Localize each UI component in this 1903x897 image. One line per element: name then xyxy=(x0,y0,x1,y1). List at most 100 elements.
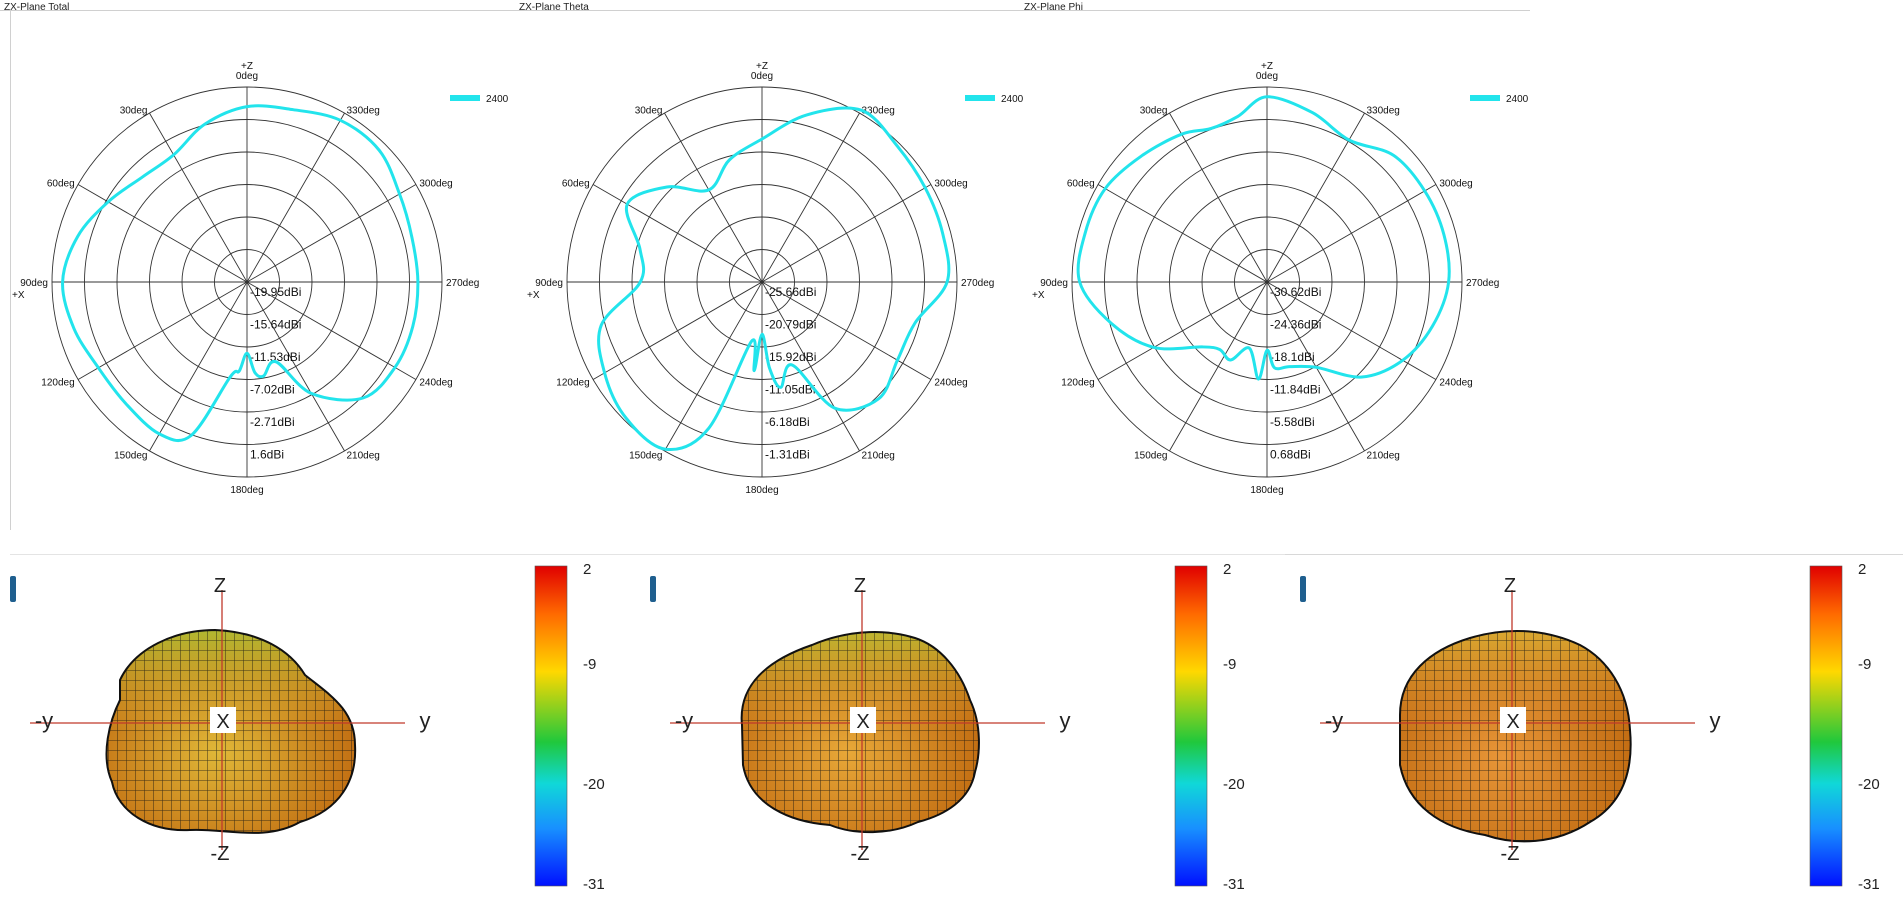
legend-swatch xyxy=(450,95,480,101)
panel-marker-icon xyxy=(10,576,16,602)
angle-label: 180deg xyxy=(230,485,263,496)
axis-label-neg-y: -y xyxy=(35,708,53,733)
angle-label: 210deg xyxy=(1367,450,1400,461)
ring-label: -30.62dBi xyxy=(1270,285,1321,299)
angle-label: 300deg xyxy=(419,179,452,190)
legend-label: 2400 xyxy=(486,94,509,105)
panel-marker-icon xyxy=(1300,576,1306,602)
panel-marker-icon xyxy=(650,576,656,602)
series-line-2400 xyxy=(1076,95,1451,381)
series-line-2400 xyxy=(61,104,420,443)
ring-label: -24.36dBi xyxy=(1270,318,1321,332)
angle-label: 30deg xyxy=(1140,106,1168,117)
legend: 2400 xyxy=(450,94,509,105)
pattern-grid xyxy=(741,632,979,833)
ring-label: -7.02dBi xyxy=(250,383,295,397)
polar-spoke xyxy=(1169,112,1365,452)
ring-label: -11.53dBi xyxy=(250,350,300,364)
colorbar-tick-label: -31 xyxy=(1858,876,1880,893)
colorbar-tick-label: -9 xyxy=(583,656,596,673)
colorbar-tick-label: -31 xyxy=(583,876,605,893)
colorbar-tick-label: -31 xyxy=(1223,876,1245,893)
axis-label-x: X xyxy=(216,711,229,733)
axis-label-z: Z xyxy=(854,575,866,597)
angle-label: 90deg xyxy=(535,278,563,289)
colorbar-tick-label: 2 xyxy=(1858,561,1866,578)
colorbar-tick-label: -20 xyxy=(1223,776,1245,793)
pattern-mesh xyxy=(1400,630,1631,842)
angle-label: 180deg xyxy=(745,485,778,496)
polar-grid: 0deg 330deg 300deg 270deg 240deg 210deg 180deg… xyxy=(12,61,479,496)
polar-panel-total: ZX-Plane Total 0deg 330deg 300deg 270deg 240… xyxy=(0,0,512,540)
ring-label: -2.71dBi xyxy=(250,415,295,429)
angle-label: 90deg xyxy=(1040,278,1068,289)
polar-spoke xyxy=(149,112,345,452)
colorbar xyxy=(1809,565,1843,887)
axis-label-left: +X xyxy=(527,290,540,301)
axis-label-neg-z: -Z xyxy=(1501,843,1520,865)
polar-title: ZX-Plane Total xyxy=(4,2,70,13)
colorbar xyxy=(534,565,568,887)
section-divider-right xyxy=(1285,554,1903,555)
angle-label: 240deg xyxy=(419,378,452,389)
polar-chart-phi: 0deg 330deg 300deg 270deg 240deg 210deg 180deg… xyxy=(1032,61,1529,496)
polar-chart-total: 0deg 330deg 300deg 270deg 240deg 210deg 180deg… xyxy=(12,61,509,496)
x-axis-box xyxy=(850,707,876,733)
legend-swatch xyxy=(1470,95,1500,101)
angle-label: 300deg xyxy=(1439,179,1472,190)
angle-label: 270deg xyxy=(446,278,479,289)
angle-label: 150deg xyxy=(114,450,147,461)
polar-panel-theta: ZX-Plane Theta 0deg 330deg 300deg 270deg 240… xyxy=(515,0,1027,540)
colorbar-tick-label: 2 xyxy=(1223,561,1231,578)
colorbar-tick-label: 2 xyxy=(583,561,591,578)
angle-label: 270deg xyxy=(1466,278,1499,289)
angle-label: 60deg xyxy=(47,179,75,190)
axis-label-y: y xyxy=(1710,708,1721,733)
ring-label: -6.18dBi xyxy=(765,415,810,429)
ring-label: 1.6dBi xyxy=(250,448,284,462)
x-axis-box xyxy=(210,707,236,733)
angle-label: 330deg xyxy=(862,106,895,117)
angle-label: 120deg xyxy=(1061,378,1094,389)
angle-label: 90deg xyxy=(20,278,48,289)
angle-label: 0deg xyxy=(1256,71,1278,82)
angle-label: 120deg xyxy=(556,378,589,389)
axis-label-top: +Z xyxy=(241,61,253,72)
axis-label-neg-y: -y xyxy=(1325,708,1343,733)
ring-label: -11.05dBi xyxy=(765,383,815,397)
pattern-axes: Z -Z -y y X xyxy=(1320,575,1721,865)
ring-label: -11.84dBi xyxy=(1270,383,1320,397)
polar-title: ZX-Plane Phi xyxy=(1024,2,1083,13)
angle-label: 210deg xyxy=(862,450,895,461)
axis-label-y: y xyxy=(1060,708,1071,733)
angle-label: 180deg xyxy=(1250,485,1283,496)
pattern-mesh xyxy=(106,630,356,833)
colorbar xyxy=(1174,565,1208,887)
axis-label-y: y xyxy=(420,708,431,733)
axis-label-top: +Z xyxy=(756,61,768,72)
ring-label: -20.79dBi xyxy=(765,318,816,332)
angle-label: 0deg xyxy=(236,71,258,82)
pattern-mesh xyxy=(741,632,979,833)
polar-panel-phi: ZX-Plane Phi 0deg 330deg 300deg 270deg 240de… xyxy=(1020,0,1532,540)
pattern-panel-1: Z -Z -y y X 2 -9 -20 -31 xyxy=(0,560,640,897)
x-axis-box xyxy=(1500,707,1526,733)
left-border xyxy=(10,10,11,530)
pattern-axes: Z -Z -y y X xyxy=(670,575,1071,865)
angle-label: 150deg xyxy=(1134,450,1167,461)
angle-label: 330deg xyxy=(1367,106,1400,117)
angle-label: 120deg xyxy=(41,378,74,389)
pattern-outline xyxy=(740,631,980,834)
ring-label: -15.64dBi xyxy=(250,318,301,332)
angle-label: 210deg xyxy=(347,450,380,461)
angle-label: 240deg xyxy=(1439,378,1472,389)
ring-label: -18.1dBi xyxy=(1270,350,1315,364)
axis-label-top: +Z xyxy=(1261,61,1273,72)
radiation-pattern-3d-3: Z -Z -y y X 2 -9 -20 -31 xyxy=(1300,561,1880,893)
section-divider xyxy=(10,554,1530,555)
pattern-grid xyxy=(1400,630,1631,842)
top-border xyxy=(0,10,1530,11)
ring-label: 0.68dBi xyxy=(1270,448,1311,462)
radiation-pattern-3d-1: Z -Z -y y X 2 -9 -20 -31 xyxy=(10,561,605,893)
polar-title: ZX-Plane Theta xyxy=(519,2,589,13)
